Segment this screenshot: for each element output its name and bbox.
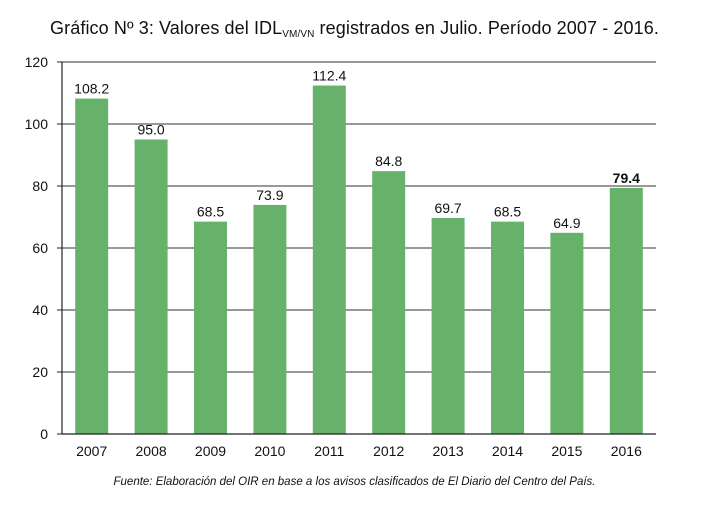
x-tick-label: 2014 bbox=[492, 443, 523, 459]
data-label: 112.4 bbox=[312, 68, 346, 84]
chart-title-prefix: Gráfico Nº 3: Valores del IDL bbox=[50, 18, 283, 38]
bar bbox=[194, 221, 227, 434]
data-label: 95.0 bbox=[137, 122, 164, 138]
x-tick-label: 2008 bbox=[136, 443, 167, 459]
y-tick-label: 100 bbox=[25, 116, 49, 132]
data-label: 79.4 bbox=[613, 170, 640, 186]
y-tick-label: 0 bbox=[40, 426, 48, 442]
chart-title: Gráfico Nº 3: Valores del IDLVM/VN regis… bbox=[0, 18, 709, 40]
x-tick-label: 2011 bbox=[314, 443, 344, 459]
y-tick-label: 120 bbox=[25, 54, 49, 70]
x-tick-label: 2015 bbox=[551, 443, 582, 459]
chart-source-note: Fuente: Elaboración del OIR en base a lo… bbox=[113, 476, 596, 488]
bar bbox=[431, 217, 465, 434]
bar bbox=[609, 187, 643, 434]
x-tick-label: 2012 bbox=[373, 443, 404, 459]
bar bbox=[372, 171, 406, 434]
x-tick-label: 2007 bbox=[76, 443, 107, 459]
y-tick-label: 60 bbox=[32, 240, 48, 256]
data-label: 84.8 bbox=[375, 153, 402, 169]
y-tick-label: 20 bbox=[32, 364, 48, 380]
bar bbox=[312, 85, 346, 434]
x-tick-label: 2010 bbox=[254, 443, 285, 459]
x-tick-label: 2016 bbox=[611, 443, 642, 459]
data-label: 68.5 bbox=[197, 204, 224, 220]
x-tick-label: 2013 bbox=[433, 443, 464, 459]
data-label: 68.5 bbox=[494, 204, 521, 220]
chart-title-suffix: registrados en Julio. Período 2007 - 201… bbox=[314, 18, 659, 38]
bar bbox=[75, 98, 109, 434]
data-label: 108.2 bbox=[74, 81, 109, 97]
chart-title-subscript: VM/VN bbox=[282, 29, 315, 40]
x-tick-label: 2009 bbox=[195, 443, 226, 459]
data-label: 69.7 bbox=[434, 200, 461, 216]
data-label: 64.9 bbox=[553, 215, 580, 231]
bar bbox=[134, 139, 168, 434]
y-tick-label: 40 bbox=[32, 302, 48, 318]
data-label: 73.9 bbox=[256, 187, 283, 203]
bar bbox=[550, 232, 584, 434]
y-tick-label: 80 bbox=[32, 178, 48, 194]
bar bbox=[253, 204, 287, 434]
bar bbox=[491, 221, 524, 434]
